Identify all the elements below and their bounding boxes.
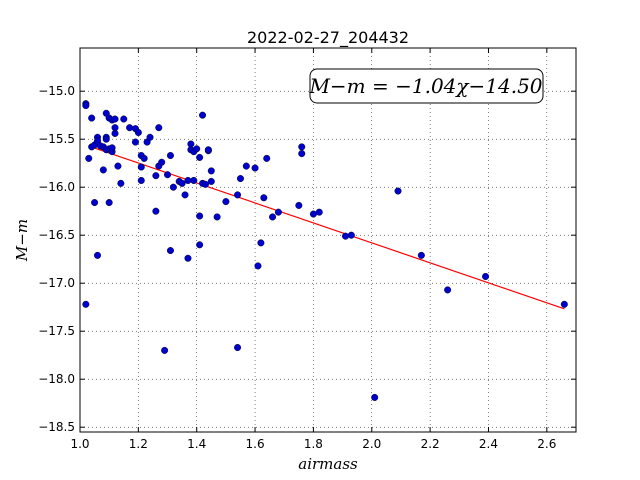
y-axis-label: M−m bbox=[13, 219, 31, 262]
annotation-border bbox=[309, 68, 544, 104]
data-point bbox=[260, 194, 268, 202]
data-point bbox=[184, 254, 192, 262]
data-point bbox=[134, 128, 142, 136]
y-tick-label: −16.5 bbox=[38, 228, 75, 242]
data-point bbox=[169, 183, 177, 191]
data-point bbox=[269, 213, 277, 221]
data-point bbox=[257, 239, 265, 247]
x-tick-label: 1.6 bbox=[246, 437, 265, 451]
data-point bbox=[99, 166, 107, 174]
data-point bbox=[114, 162, 122, 170]
data-point bbox=[140, 154, 148, 162]
data-point bbox=[111, 115, 119, 123]
y-tick-label: −18.5 bbox=[38, 420, 75, 434]
y-tick-label: −15.0 bbox=[38, 84, 75, 98]
y-tick-label: −17.0 bbox=[38, 276, 75, 290]
data-point bbox=[560, 300, 568, 308]
plot-area bbox=[80, 48, 576, 432]
data-point bbox=[82, 300, 90, 308]
data-point bbox=[166, 152, 174, 160]
data-point bbox=[298, 143, 306, 151]
fit-equation-label: M−m = −1.04χ−14.50 bbox=[308, 74, 542, 98]
y-tick-label: −15.5 bbox=[38, 132, 75, 146]
data-point bbox=[298, 150, 306, 158]
data-point bbox=[482, 272, 490, 280]
data-point bbox=[417, 251, 425, 259]
x-tick-label: 1.8 bbox=[304, 437, 323, 451]
data-point bbox=[85, 154, 93, 162]
data-point bbox=[295, 201, 303, 209]
data-point bbox=[207, 167, 215, 175]
data-point bbox=[234, 344, 242, 352]
data-point bbox=[155, 124, 163, 132]
data-point bbox=[152, 207, 160, 215]
data-points bbox=[82, 100, 568, 401]
data-point bbox=[181, 191, 189, 199]
data-point bbox=[274, 208, 282, 216]
data-point bbox=[394, 187, 402, 195]
data-point bbox=[199, 111, 207, 119]
data-point bbox=[190, 176, 198, 184]
plot-border bbox=[79, 47, 577, 433]
data-point bbox=[120, 115, 128, 123]
data-point bbox=[371, 393, 379, 401]
data-point bbox=[158, 158, 166, 166]
data-point bbox=[131, 138, 139, 146]
y-tick-label: −18.0 bbox=[38, 372, 75, 386]
data-point bbox=[242, 162, 250, 170]
data-point bbox=[82, 102, 90, 110]
data-point bbox=[184, 176, 192, 184]
data-point bbox=[161, 346, 169, 354]
data-point bbox=[236, 175, 244, 183]
data-point bbox=[196, 241, 204, 249]
data-point bbox=[204, 146, 212, 154]
data-point bbox=[164, 171, 172, 179]
data-point bbox=[137, 163, 145, 171]
data-point bbox=[342, 232, 350, 240]
x-tick-label: 1.4 bbox=[187, 437, 206, 451]
data-point bbox=[196, 212, 204, 220]
data-point bbox=[111, 129, 119, 137]
data-point bbox=[444, 286, 452, 294]
data-point bbox=[254, 262, 262, 270]
axis-ticks: 1.0 1.2 1.4 1.6 1.8 2.0 2.2 2.4 2.6 −15.0 −15.5 −16… bbox=[38, 48, 576, 451]
data-point bbox=[193, 145, 201, 153]
data-point bbox=[91, 199, 99, 207]
data-point bbox=[201, 180, 209, 188]
data-point bbox=[105, 199, 113, 207]
data-point bbox=[222, 198, 230, 206]
data-point bbox=[263, 154, 271, 162]
annotation-box: M−m = −1.04χ−14.50 bbox=[308, 68, 544, 104]
data-point bbox=[196, 153, 204, 161]
x-tick-label: 2.4 bbox=[479, 437, 498, 451]
y-tick-label: −17.5 bbox=[38, 324, 75, 338]
data-point bbox=[94, 251, 102, 259]
data-point bbox=[213, 213, 221, 221]
data-point bbox=[146, 133, 154, 141]
data-point bbox=[166, 247, 174, 255]
data-point bbox=[309, 210, 317, 218]
x-tick-label: 2.6 bbox=[537, 437, 556, 451]
x-tick-label: 2.2 bbox=[421, 437, 440, 451]
data-point bbox=[117, 179, 125, 187]
data-point bbox=[102, 135, 110, 143]
data-point bbox=[108, 144, 116, 152]
data-point bbox=[207, 177, 215, 185]
data-point bbox=[126, 124, 134, 132]
data-point bbox=[137, 176, 145, 184]
data-point bbox=[152, 172, 160, 180]
x-tick-label: 1.2 bbox=[129, 437, 148, 451]
x-tick-label: 1.0 bbox=[70, 437, 89, 451]
data-point bbox=[315, 208, 323, 216]
data-point bbox=[178, 179, 186, 187]
data-point bbox=[234, 191, 242, 199]
data-point bbox=[347, 231, 355, 239]
chart-title: 2022-02-27_204432 bbox=[247, 28, 409, 48]
x-axis-label: airmass bbox=[298, 455, 358, 473]
x-tick-label: 2.0 bbox=[362, 437, 381, 451]
data-point bbox=[251, 164, 259, 172]
data-point bbox=[88, 114, 96, 122]
y-tick-label: −16.0 bbox=[38, 180, 75, 194]
